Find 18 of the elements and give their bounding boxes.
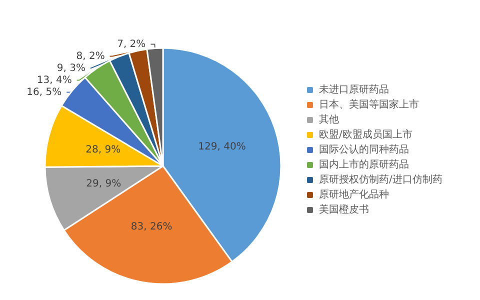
data-label: 7, 2% — [117, 38, 146, 50]
data-label: 8, 2% — [76, 50, 105, 62]
data-label: 13, 4% — [36, 74, 72, 86]
legend-label: 原研授权仿制药/进口仿制药 — [319, 174, 442, 186]
data-label: 29, 9% — [86, 178, 122, 190]
legend-label: 国际公认的同种药品 — [319, 144, 409, 156]
data-label: 28, 9% — [86, 144, 121, 156]
legend-label: 美国橙皮书 — [319, 204, 369, 216]
data-label: 129, 40% — [198, 141, 246, 152]
data-label: 16, 5% — [26, 86, 62, 98]
data-label: 9, 3% — [56, 62, 86, 74]
legend-label: 日本、美国等国家上市 — [319, 98, 419, 110]
legend-label: 原研地产化品种 — [319, 188, 389, 200]
legend-label: 欧盟/欧盟成员国上市 — [319, 128, 412, 140]
legend-label: 国内上市的原研药品 — [319, 158, 409, 170]
data-label: 83, 26% — [130, 221, 172, 232]
legend-label: 未进口原研药品 — [319, 84, 389, 96]
legend-label: 其他 — [319, 114, 339, 126]
